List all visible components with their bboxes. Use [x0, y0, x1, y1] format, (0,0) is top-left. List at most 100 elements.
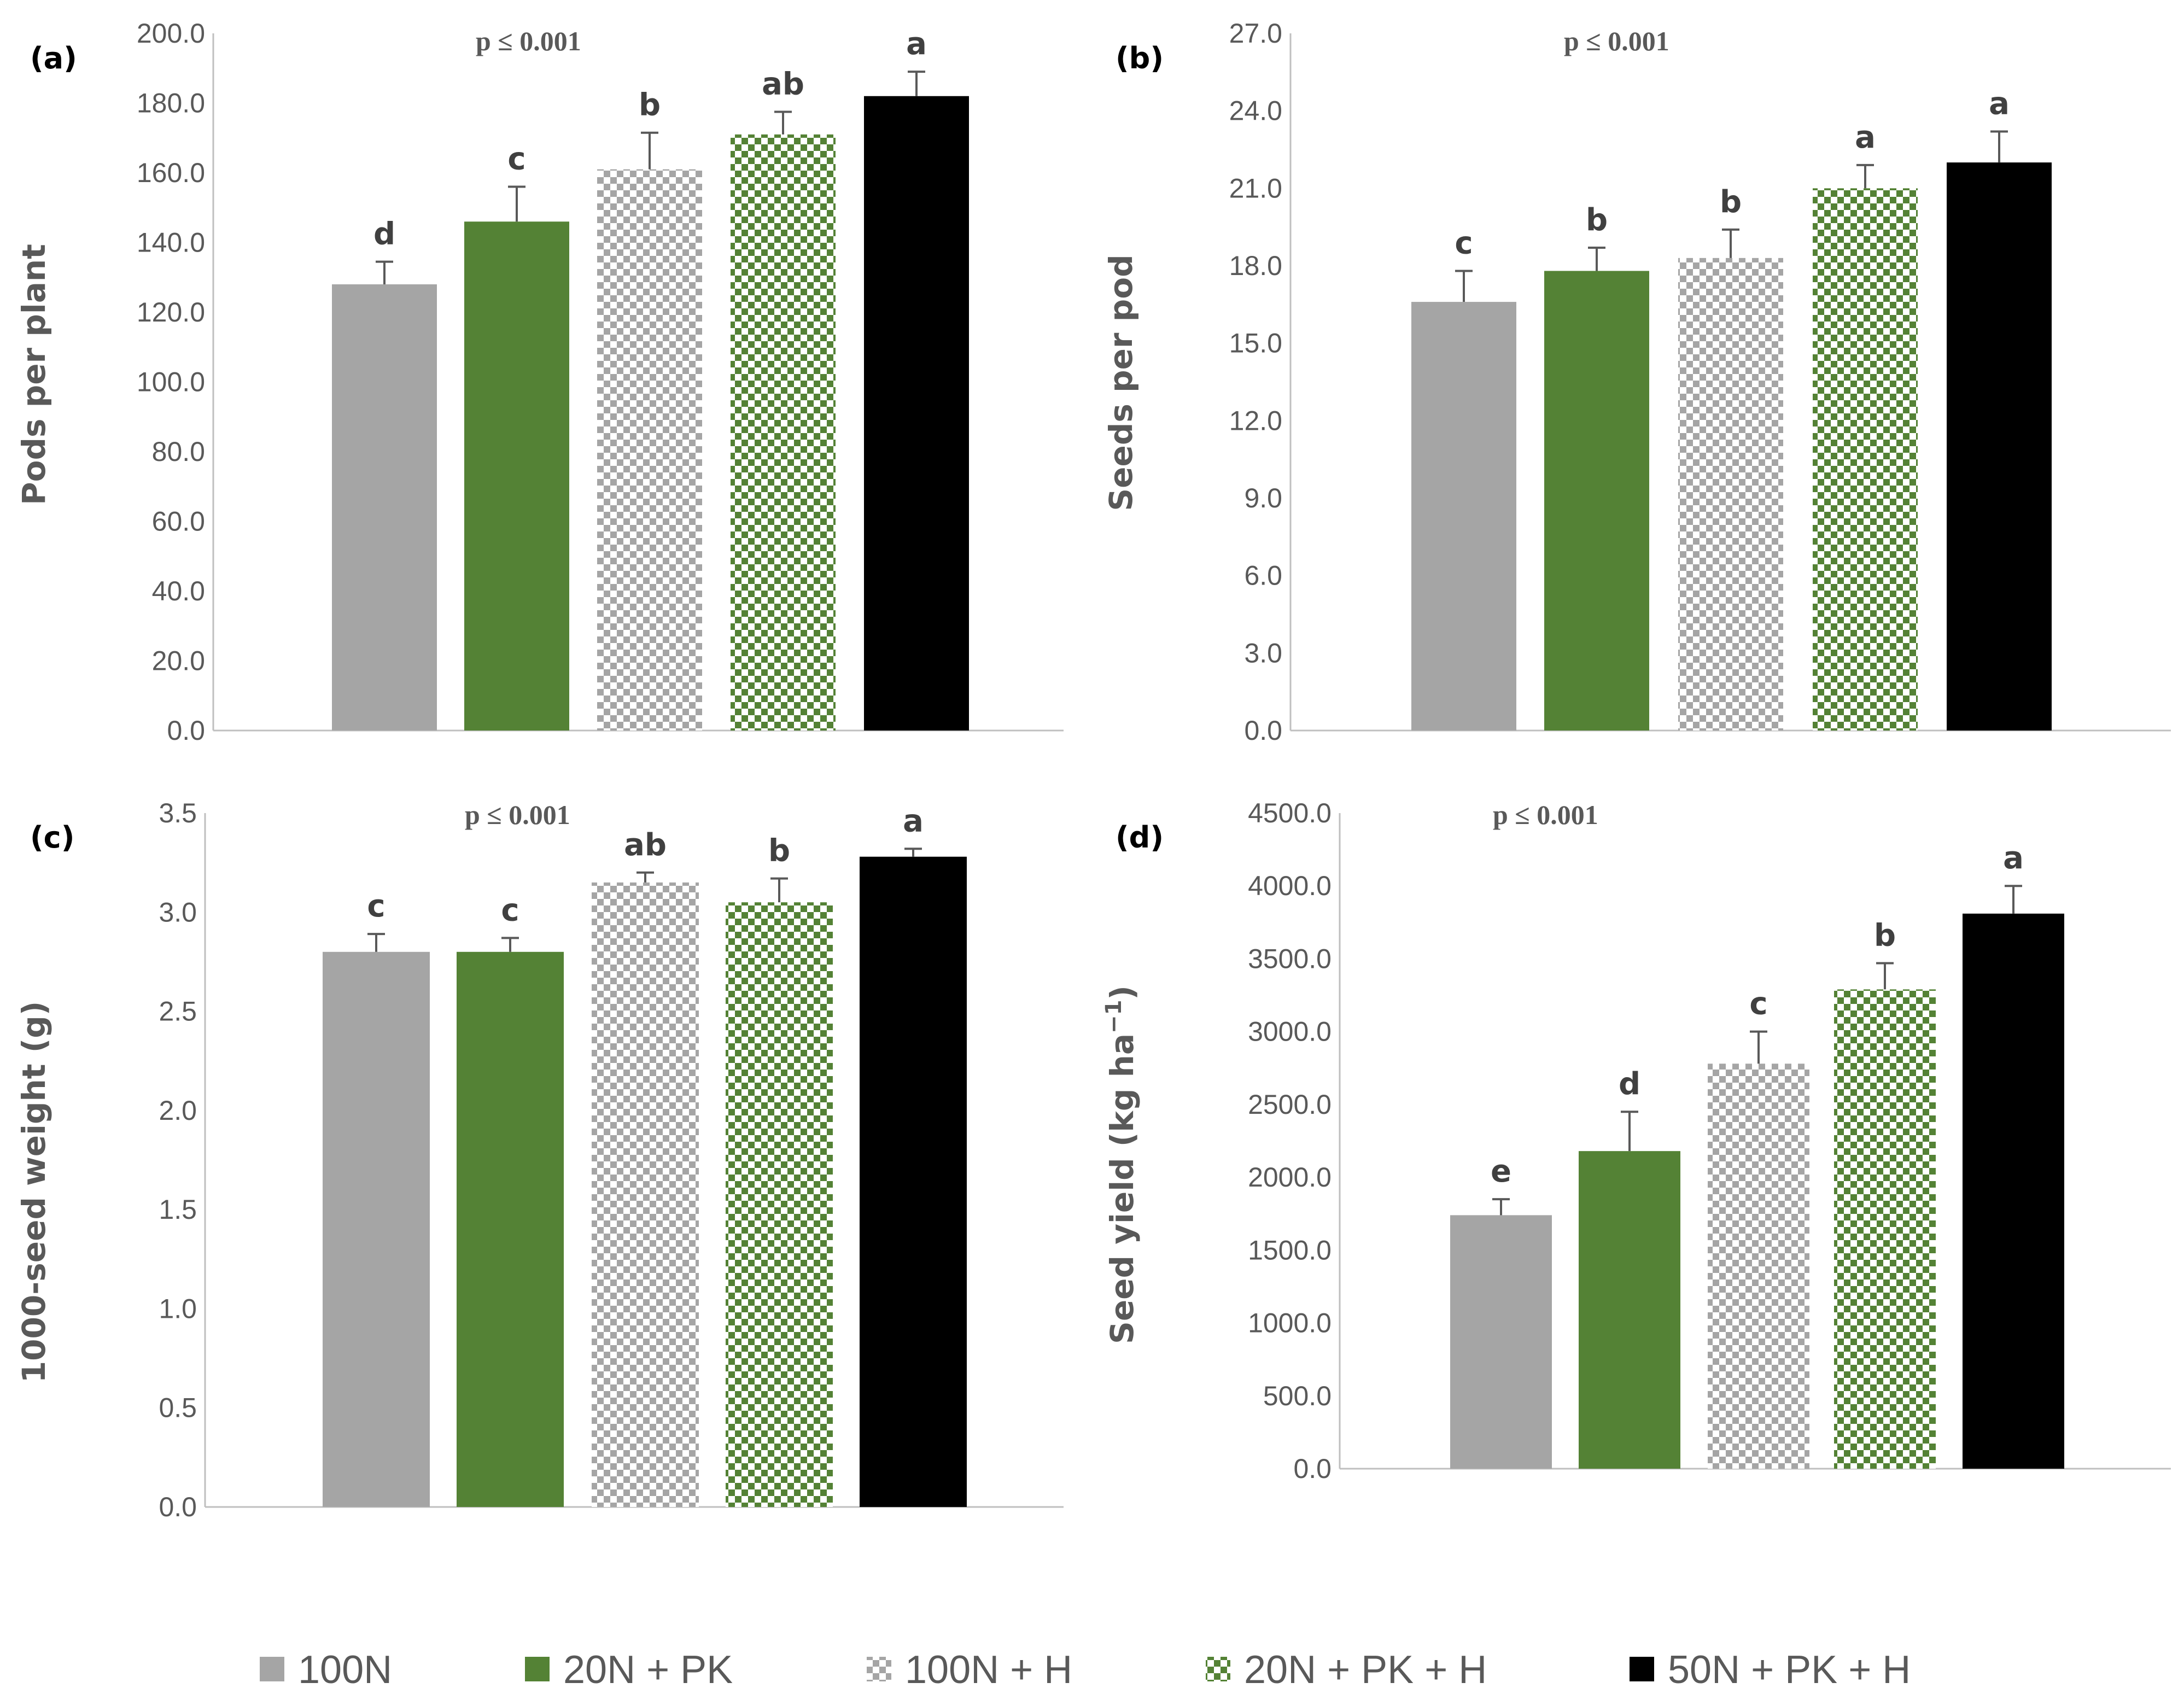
y-tick-label-d: 1000.0	[1248, 1308, 1332, 1339]
legend-swatch-20n-pk-h	[1206, 1657, 1230, 1681]
bar-b-50n-pk-h	[1947, 162, 2052, 731]
bar-c-100n	[323, 951, 430, 1507]
bar-d-20n-pk-h	[1834, 989, 1936, 1469]
error-bar-c-20n-pk-h	[770, 877, 788, 903]
y-tick-label-d: 500.0	[1263, 1381, 1332, 1411]
bar-d-20n-pk	[1579, 1151, 1680, 1469]
y-tick-label-b: 15.0	[1229, 328, 1282, 359]
y-axis-label-d-main: Seed yield (kg ha	[1103, 1033, 1141, 1344]
bar-a-20n-pk	[464, 221, 569, 731]
y-tick-label-b: 24.0	[1229, 96, 1282, 126]
bar-d-50n-pk-h	[1963, 913, 2064, 1469]
p-value-d: p ≤ 0.001	[1493, 799, 1598, 830]
bar-b-20n-pk	[1544, 271, 1649, 731]
y-tick-label-a: 180.0	[137, 88, 205, 119]
legend: 100N 20N + PK 100N + H 20N + PK + H 50N …	[260, 1648, 1911, 1692]
error-bar-d-100n-h	[1750, 1030, 1767, 1064]
p-value-a: p ≤ 0.001	[476, 26, 581, 56]
y-axis-label-b: Seeds per pod	[1102, 254, 1140, 511]
y-axis-label-a: Pods per plant	[15, 244, 52, 505]
y-tick-label-a: 120.0	[137, 297, 205, 328]
bar-d-100n-h	[1708, 1064, 1809, 1469]
y-tick-label-a: 60.0	[152, 506, 205, 537]
chart-panel-c: (c) p ≤ 0.001 1000-seed weight (g) 0.00.…	[15, 798, 1064, 1522]
bar-c-20n-pk-h	[726, 902, 833, 1507]
legend-label-50n-pk-h: 50N + PK + H	[1668, 1648, 1911, 1692]
y-tick-label-d: 4500.0	[1248, 798, 1332, 828]
bar-c-100n-h	[592, 882, 699, 1507]
error-bar-c-50n-pk-h	[904, 848, 922, 857]
panel-label-a: (a)	[30, 41, 77, 75]
error-bar-c-100n	[367, 933, 385, 952]
y-tick-label-b: 9.0	[1244, 483, 1282, 513]
error-bar-b-50n-pk-h	[1990, 130, 2008, 163]
bars-a: d c b ab a	[332, 26, 969, 731]
y-tick-label-d: 3500.0	[1248, 943, 1332, 974]
y-tick-label-a: 140.0	[137, 227, 205, 258]
y-tick-label-b: 6.0	[1244, 560, 1282, 591]
y-ticks-a: 0.0 20.0 40.0 60.0 80.0 100.0 120.0 140.0 160.0 1…	[137, 18, 205, 746]
y-tick-label-a: 40.0	[152, 576, 205, 606]
error-bar-d-20n-pk	[1621, 1111, 1638, 1152]
y-tick-label-c: 0.5	[159, 1393, 197, 1423]
bar-d-100n	[1450, 1215, 1552, 1469]
legend-label-20n-pk-h: 20N + PK + H	[1244, 1648, 1487, 1692]
error-bar-c-100n-h	[636, 871, 654, 883]
legend-label-20n-pk: 20N + PK	[563, 1648, 733, 1692]
y-tick-label-d: 4000.0	[1248, 870, 1332, 901]
y-axis-label-d-sup: −1	[1101, 1000, 1126, 1033]
bar-c-50n-pk-h	[860, 856, 967, 1507]
p-value-b: p ≤ 0.001	[1564, 26, 1669, 56]
y-tick-label-d: 1500.0	[1248, 1235, 1332, 1265]
significance-letter-d-50n-pk-h: a	[2003, 840, 2024, 876]
y-axis-label-c: 1000-seed weight (g)	[15, 1001, 52, 1383]
y-tick-label-b: 12.0	[1229, 405, 1282, 436]
y-tick-label-c: 3.5	[159, 798, 197, 828]
significance-letter-c-100n: c	[367, 889, 385, 924]
significance-letter-c-100n-h: ab	[624, 827, 667, 863]
legend-swatch-20n-pk	[525, 1657, 550, 1681]
significance-letter-b-20n-pk: b	[1586, 202, 1608, 238]
legend-swatch-100n	[260, 1657, 284, 1681]
y-tick-label-d: 3000.0	[1248, 1016, 1332, 1047]
error-bar-b-20n-pk-h	[1856, 163, 1874, 189]
significance-letter-b-20n-pk-h: a	[1855, 120, 1876, 155]
error-bar-c-20n-pk	[501, 937, 519, 952]
significance-letter-a-100n-h: b	[639, 87, 661, 123]
y-tick-label-c: 3.0	[159, 897, 197, 927]
legend-label-100n: 100N	[298, 1648, 392, 1692]
y-tick-label-a: 160.0	[137, 157, 205, 188]
legend-label-100n-h: 100N + H	[905, 1648, 1072, 1692]
bar-a-100n-h	[597, 169, 702, 731]
significance-letter-a-20n-pk-h: ab	[762, 66, 804, 102]
y-tick-label-b: 18.0	[1229, 250, 1282, 281]
y-tick-label-b: 27.0	[1229, 18, 1282, 49]
y-tick-label-a: 80.0	[152, 436, 205, 467]
error-bar-a-100n-h	[641, 131, 658, 170]
bars-b: c b b a a	[1411, 86, 2052, 731]
y-tick-label-b: 0.0	[1244, 715, 1282, 746]
bar-b-100n-h	[1678, 258, 1783, 731]
y-axis-label-d: Seed yield (kg ha−1)	[1101, 985, 1141, 1344]
y-tick-label-d: 2500.0	[1248, 1089, 1332, 1120]
y-tick-label-c: 2.5	[159, 996, 197, 1027]
y-tick-label-a: 200.0	[137, 18, 205, 49]
significance-letter-d-20n-pk-h: b	[1874, 918, 1896, 953]
p-value-c: p ≤ 0.001	[465, 799, 570, 830]
bar-b-20n-pk-h	[1813, 188, 1918, 731]
y-ticks-c: 0.0 0.5 1.0 1.5 2.0 2.5 3.0 3.5	[159, 798, 197, 1522]
bar-a-20n-pk-h	[731, 134, 836, 731]
significance-letter-c-50n-pk-h: a	[903, 803, 924, 839]
significance-letter-a-100n: d	[373, 217, 395, 252]
error-bar-d-100n	[1492, 1198, 1510, 1216]
bars-c: c c ab b a	[323, 803, 967, 1507]
significance-letter-b-100n-h: b	[1720, 184, 1742, 220]
significance-letter-d-100n-h: c	[1749, 986, 1767, 1022]
bars-d: e d c b a	[1450, 840, 2064, 1469]
y-tick-label-c: 1.5	[159, 1194, 197, 1225]
significance-letter-d-20n-pk: d	[1619, 1066, 1640, 1102]
significance-letter-a-50n-pk-h: a	[906, 26, 927, 62]
chart-panel-d: (d) p ≤ 0.001 Seed yield (kg ha−1) 0.0 50…	[1101, 798, 2171, 1484]
panel-label-c: (c)	[30, 820, 74, 855]
